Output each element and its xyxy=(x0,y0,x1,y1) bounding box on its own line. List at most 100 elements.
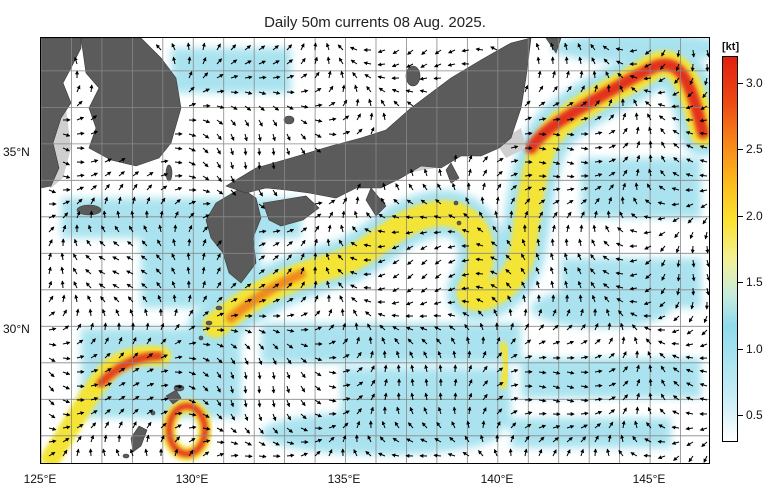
current-vector-arrow xyxy=(272,229,281,234)
current-vector-arrow xyxy=(461,299,470,304)
current-vector-arrow xyxy=(286,59,294,65)
current-vector-arrow xyxy=(535,266,540,275)
current-vector-arrow xyxy=(705,63,709,72)
current-vector-arrow xyxy=(286,74,295,79)
current-vector-arrow xyxy=(272,133,276,142)
current-vector-arrow xyxy=(657,103,666,107)
current-vector-arrow xyxy=(420,245,428,250)
current-vector-arrow xyxy=(580,146,589,151)
current-vector-arrow xyxy=(187,56,192,65)
current-vector-arrow xyxy=(392,326,400,331)
current-vector-arrow xyxy=(643,326,652,331)
current-vector-arrow xyxy=(510,383,519,388)
current-vector-arrow xyxy=(314,213,322,219)
current-vector-arrow xyxy=(328,424,337,429)
current-vector-arrow xyxy=(328,355,337,360)
current-vector-arrow xyxy=(437,183,442,191)
current-vector-arrow xyxy=(202,426,211,431)
current-vector-arrow xyxy=(356,367,363,373)
current-vector-arrow xyxy=(618,310,624,317)
current-vector-arrow xyxy=(705,245,709,254)
current-vector-arrow xyxy=(356,128,363,135)
current-vector-arrow xyxy=(622,156,629,163)
current-map xyxy=(40,37,710,464)
current-vector-arrow xyxy=(699,159,708,163)
current-vector-arrow xyxy=(216,73,224,79)
current-vector-arrow xyxy=(699,343,708,348)
current-vector-arrow xyxy=(188,161,196,166)
current-vector-arrow xyxy=(552,211,558,219)
current-vector-arrow xyxy=(337,268,344,275)
current-vector-arrow xyxy=(126,283,134,289)
current-vector-arrow xyxy=(216,43,221,51)
current-vector-arrow xyxy=(657,201,666,206)
current-vector-arrow xyxy=(538,85,544,93)
colorbar-tick-mark xyxy=(738,282,743,284)
current-vector-arrow xyxy=(300,312,308,317)
current-vector-arrow xyxy=(230,298,238,303)
current-vector-arrow xyxy=(271,161,276,170)
current-vector-arrow xyxy=(202,161,209,168)
current-vector-arrow xyxy=(73,253,78,261)
current-vector-arrow xyxy=(661,273,666,281)
current-vector-arrow xyxy=(146,368,154,373)
current-vector-arrow xyxy=(407,273,414,280)
current-vector-arrow xyxy=(608,368,616,373)
current-vector-arrow xyxy=(606,210,611,219)
current-vector-arrow xyxy=(342,197,348,205)
current-vector-arrow xyxy=(76,435,82,443)
current-vector-arrow xyxy=(550,252,554,261)
current-vector-arrow xyxy=(364,311,372,317)
current-vector-arrow xyxy=(490,46,498,51)
current-vector-arrow xyxy=(552,199,560,205)
current-vector-arrow xyxy=(496,395,504,401)
current-vector-arrow xyxy=(146,353,154,359)
current-vector-arrow xyxy=(658,424,666,429)
current-vector-arrow xyxy=(496,170,503,177)
current-vector-arrow xyxy=(419,215,428,220)
current-vector-arrow xyxy=(622,127,628,135)
current-vector-arrow xyxy=(391,63,400,68)
current-vector-arrow xyxy=(62,174,71,179)
current-vector-arrow xyxy=(566,324,573,331)
current-vector-arrow xyxy=(536,56,541,65)
current-vector-arrow xyxy=(188,341,197,346)
current-vector-arrow xyxy=(521,281,526,289)
current-vector-arrow xyxy=(160,397,169,402)
current-vector-arrow xyxy=(243,147,248,156)
current-vector-arrow xyxy=(524,411,533,416)
current-vector-arrow xyxy=(104,409,111,415)
current-vector-arrow xyxy=(629,48,638,53)
current-vector-arrow xyxy=(89,210,94,219)
current-vector-arrow xyxy=(490,256,498,261)
current-vector-arrow xyxy=(661,379,666,387)
lon-label-140e: 140°E xyxy=(480,472,514,486)
current-vector-arrow xyxy=(202,147,209,154)
current-vector-arrow xyxy=(257,371,262,380)
current-vector-arrow xyxy=(552,70,556,79)
current-vector-arrow xyxy=(90,197,95,205)
current-vector-arrow xyxy=(552,132,561,137)
current-vector-arrow xyxy=(258,203,266,209)
current-vector-arrow xyxy=(104,183,110,191)
current-vector-arrow xyxy=(510,397,519,401)
current-vector-arrow xyxy=(90,434,95,443)
current-vector-arrow xyxy=(448,273,456,278)
current-vector-arrow xyxy=(328,370,337,375)
current-vector-arrow xyxy=(369,350,374,359)
current-vector-arrow xyxy=(300,296,307,303)
current-vector-arrow xyxy=(580,411,589,416)
current-vector-arrow xyxy=(98,255,106,261)
current-vector-arrow xyxy=(230,90,239,95)
current-vector-arrow xyxy=(510,197,515,205)
current-vector-arrow xyxy=(622,112,627,121)
current-vector-arrow xyxy=(216,357,223,364)
lon-label-130e: 130°E xyxy=(175,472,209,486)
current-vector-arrow xyxy=(644,49,652,55)
current-vector-arrow xyxy=(580,85,585,93)
current-vector-arrow xyxy=(605,71,610,79)
current-vector-arrow xyxy=(85,254,92,261)
current-vector-arrow xyxy=(675,63,680,72)
current-vector-arrow xyxy=(685,368,694,373)
current-vector-arrow xyxy=(645,338,652,345)
